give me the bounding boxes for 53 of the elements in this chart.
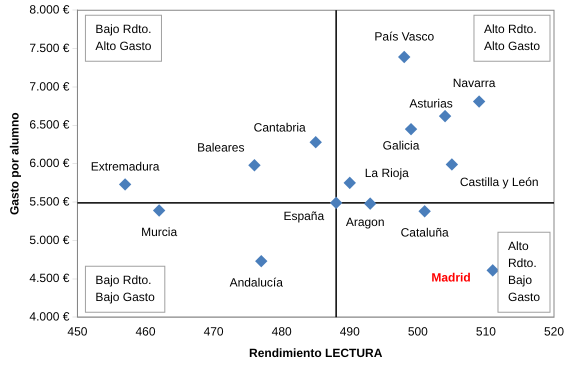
- x-tick-label: 480: [272, 324, 292, 339]
- annotation: Andalucía: [230, 275, 284, 290]
- annotation: La Rioja: [364, 166, 410, 180]
- point: [153, 204, 166, 217]
- y-tick-label: 5.000 €: [29, 232, 70, 247]
- y-tick-label: 4.000 €: [29, 310, 70, 324]
- point: [248, 159, 260, 172]
- annotation: País Vasco: [374, 29, 434, 44]
- annotation: Galicia: [382, 138, 420, 152]
- y-tick-label: 7.000 €: [29, 79, 70, 94]
- annotation: Extremadura: [90, 160, 160, 174]
- y-tick-label: 6.500 €: [29, 118, 70, 132]
- point: [439, 110, 452, 122]
- x-tick-label: 500: [408, 324, 428, 339]
- y-tick-label: 5.500 €: [29, 194, 70, 208]
- x-tick-label: 450: [67, 324, 88, 339]
- annotation: Navarra: [452, 76, 496, 90]
- annotation: Baleares: [197, 140, 244, 155]
- annotation: Cantabria: [254, 120, 306, 135]
- annotation: Alto Rdto. Bajo Gasto: [508, 239, 540, 304]
- annotation: Cataluña: [400, 226, 449, 240]
- annotation: Asturias: [409, 96, 453, 110]
- y-tick-label: 6.000 €: [29, 156, 70, 170]
- x-tick-label: 470: [204, 324, 224, 339]
- point: [446, 158, 458, 170]
- point: [344, 176, 356, 189]
- point: [418, 205, 431, 218]
- x-tick-label: 510: [476, 324, 496, 339]
- point: [255, 255, 268, 268]
- x-tick-label: 520: [544, 324, 564, 339]
- annotation: España: [283, 209, 324, 224]
- annotation: Bajo Rdto. Bajo Gasto: [95, 273, 156, 304]
- y-tick-label: 7.500 €: [29, 40, 70, 55]
- annotation: Murcia: [141, 224, 178, 239]
- point: [364, 198, 376, 210]
- point: [473, 96, 486, 108]
- annotation: Madrid: [431, 270, 471, 285]
- point: [330, 196, 342, 209]
- y-tick-label: 4.500 €: [29, 271, 70, 286]
- x-tick-label: 490: [340, 324, 360, 339]
- point: [119, 178, 132, 190]
- point: [486, 264, 499, 276]
- annotation: Alto Rdto. Alto Gasto: [484, 22, 540, 54]
- y-tick-label: 8.000 €: [29, 2, 70, 17]
- point: [310, 136, 322, 148]
- annotation: Castilla y León: [460, 174, 539, 189]
- annotation: Aragon: [346, 214, 385, 229]
- x-axis-title: Rendimiento LECTURA: [249, 346, 383, 360]
- x-tick-label: 460: [136, 324, 156, 339]
- point: [405, 123, 418, 136]
- y-axis-title: Gasto por alumno: [8, 112, 22, 216]
- annotation: Bajo Rdto. Alto Gasto: [95, 22, 152, 54]
- point: [398, 51, 410, 64]
